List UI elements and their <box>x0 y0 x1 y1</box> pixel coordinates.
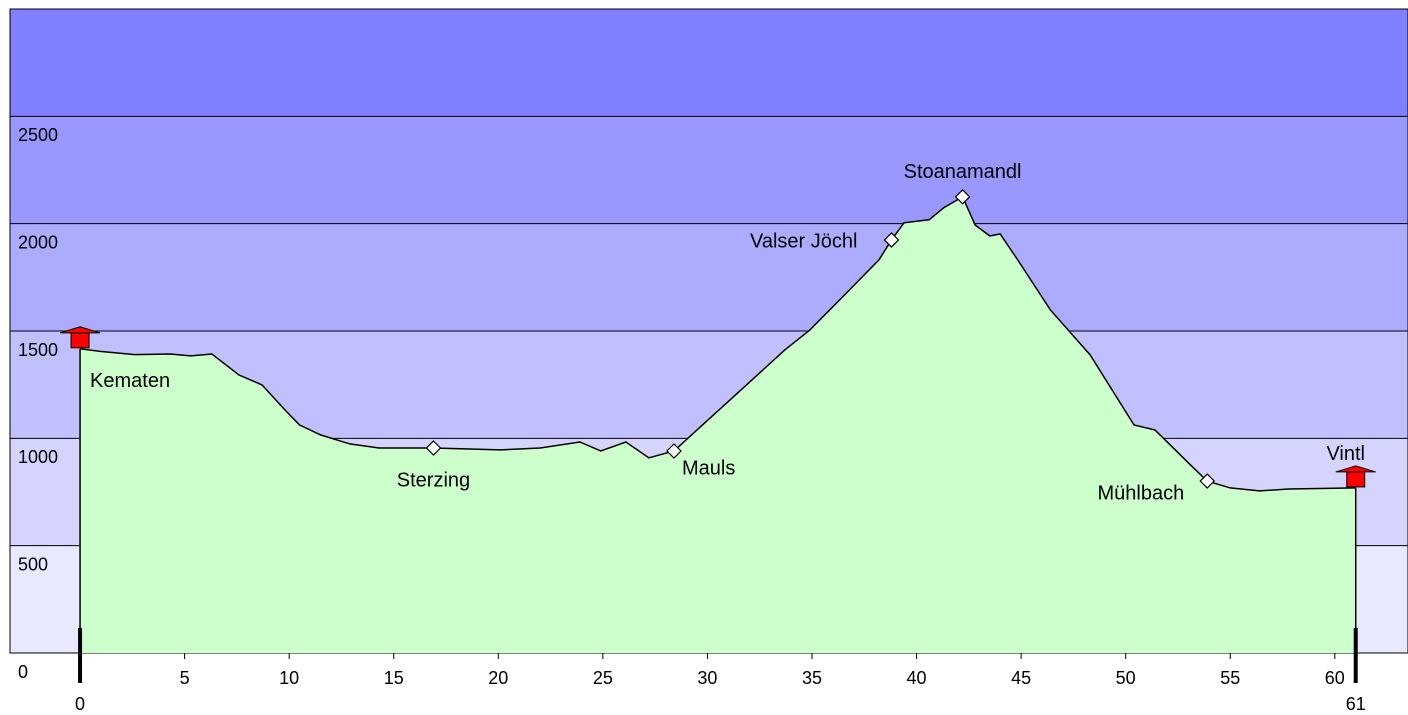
waypoint-house <box>59 326 101 349</box>
x-tick-label: 5 <box>180 668 190 688</box>
elevation-band <box>10 223 1408 331</box>
waypoint-diamond <box>954 188 971 205</box>
x-tick-label: 35 <box>802 668 822 688</box>
waypoint-house <box>1335 465 1376 488</box>
waypoint-diamond <box>666 443 682 459</box>
y-tick-label: 2000 <box>18 232 58 252</box>
house-part <box>1335 465 1376 473</box>
house-part <box>70 332 90 349</box>
x-tick-label: 15 <box>384 668 404 688</box>
waypoint-label: Sterzing <box>397 469 470 491</box>
waypoint-label: Mauls <box>682 457 735 479</box>
x-tick-label: 30 <box>697 668 717 688</box>
waypoint-label: Vintl <box>1326 443 1365 465</box>
y-tick-label: 1000 <box>18 447 58 467</box>
waypoint-diamond <box>425 440 442 456</box>
y-tick-label: 2500 <box>18 125 58 145</box>
profile-line <box>79 195 1356 492</box>
x-tick-label: 40 <box>907 668 927 688</box>
x-tick-label: 25 <box>593 668 613 688</box>
y-tick-label: 0 <box>18 662 28 682</box>
end-tick-label: 0 <box>75 694 85 714</box>
house-part <box>59 326 101 334</box>
waypoint-label: Mühlbach <box>1098 482 1185 504</box>
waypoint-diamond <box>883 232 900 248</box>
y-tick-label: 1500 <box>18 340 58 360</box>
waypoint-diamond <box>1199 473 1216 489</box>
elevation-band <box>10 116 1408 224</box>
end-tick-label: 61 <box>1346 694 1366 714</box>
profile-area <box>80 196 1356 654</box>
x-tick-label: 55 <box>1220 668 1240 688</box>
x-tick-label: 60 <box>1325 668 1345 688</box>
waypoint-label: Valser Jöchl <box>750 230 857 252</box>
house-part <box>1346 471 1366 488</box>
x-tick-label: 10 <box>279 668 299 688</box>
x-tick-label: 45 <box>1011 668 1031 688</box>
y-tick-label: 500 <box>18 554 48 574</box>
x-tick-label: 50 <box>1116 668 1136 688</box>
waypoint-label: Kematen <box>90 370 170 392</box>
waypoint-label: Stoanamandl <box>904 161 1022 183</box>
elevation-band <box>10 9 1408 117</box>
x-tick-label: 20 <box>488 668 508 688</box>
